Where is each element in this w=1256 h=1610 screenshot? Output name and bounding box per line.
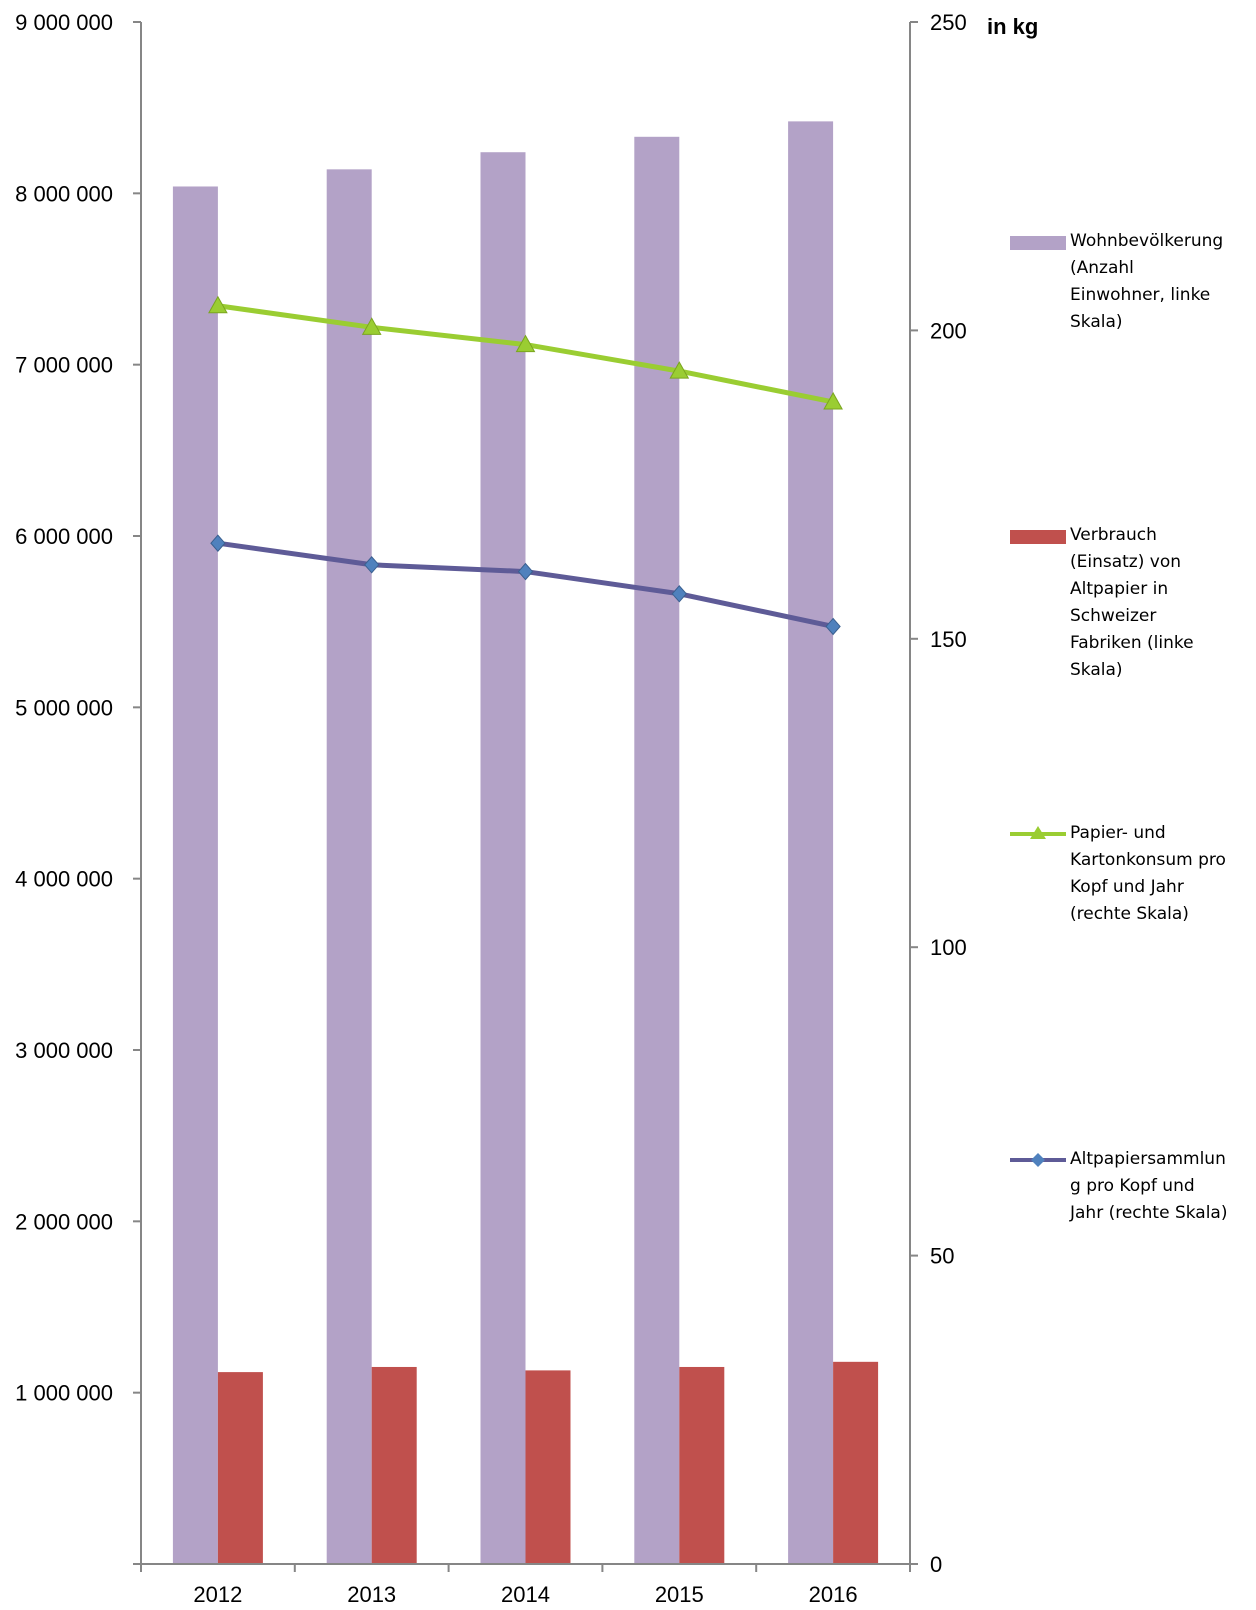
point-papierkonsum-2013 xyxy=(361,317,382,335)
bar-wohnbevoelkerung-2016 xyxy=(788,121,834,1565)
point-papierkonsum-2015 xyxy=(669,361,690,379)
right-tick-label: 0 xyxy=(930,1552,942,1577)
point-altpapiersammlung-2015 xyxy=(671,585,687,603)
right-tick-label: 100 xyxy=(930,935,967,960)
x-tick-label-2016: 2016 xyxy=(809,1582,858,1607)
point-papierkonsum-2014 xyxy=(515,334,536,353)
right-axis-title: in kg xyxy=(987,14,1038,39)
left-tick-label: 6 000 000 xyxy=(15,524,113,549)
lines-layer xyxy=(208,295,843,636)
legend-swatch-diamond-line xyxy=(1010,1148,1070,1177)
bar-wohnbevoelkerung-2012 xyxy=(172,186,218,1565)
x-tick-label-2012: 2012 xyxy=(193,1582,242,1607)
right-tick-label: 50 xyxy=(930,1244,954,1269)
legend-label: Verbrauch (Einsatz) von Altpapier in Sch… xyxy=(1070,525,1194,680)
point-papierkonsum-2012 xyxy=(208,295,228,314)
axes-layer: 1 000 000 2 000 000 3 000 000 4 000 000 5 00… xyxy=(15,10,967,1607)
x-tick-label-2015: 2015 xyxy=(655,1582,704,1607)
x-tick-label-2014: 2014 xyxy=(501,1582,550,1607)
bar-altpapier-verbrauch-2015 xyxy=(679,1366,725,1564)
bars-layer xyxy=(172,121,879,1565)
legend: Wohnbevölkerung (Anzahl Einwohner, linke… xyxy=(1010,0,1256,1610)
point-altpapiersammlung-2014 xyxy=(517,562,534,581)
left-tick-label: 9 000 000 xyxy=(15,10,113,35)
left-tick-label: 8 000 000 xyxy=(15,181,113,206)
right-tick-label: 150 xyxy=(930,627,967,652)
point-altpapiersammlung-2016 xyxy=(825,617,841,636)
left-tick-label: 3 000 000 xyxy=(15,1038,113,1063)
legend-label: Papier- und Kartonkonsum pro Kopf und Ja… xyxy=(1070,823,1226,924)
x-tick-label-2013: 2013 xyxy=(347,1582,396,1607)
legend-swatch xyxy=(1010,236,1066,250)
right-tick-label: 200 xyxy=(930,318,967,343)
left-tick-label: 4 000 000 xyxy=(15,867,113,892)
bar-altpapier-verbrauch-2016 xyxy=(833,1361,879,1564)
bar-altpapier-verbrauch-2013 xyxy=(371,1366,417,1564)
right-tick-label: 250 xyxy=(930,10,967,35)
bar-wohnbevoelkerung-2014 xyxy=(480,152,526,1564)
left-tick-label: 7 000 000 xyxy=(15,353,113,378)
bar-wohnbevoelkerung-2015 xyxy=(634,136,680,1564)
bar-altpapier-verbrauch-2012 xyxy=(217,1372,263,1564)
point-altpapiersammlung-2013 xyxy=(364,556,380,574)
legend-label: Altpapiersammlun g pro Kopf und Jahr (re… xyxy=(1070,1149,1228,1223)
legend-swatch xyxy=(1010,530,1066,544)
point-papierkonsum-2016 xyxy=(823,391,843,410)
point-altpapiersammlung-2012 xyxy=(210,534,226,552)
bar-wohnbevoelkerung-2013 xyxy=(326,169,372,1564)
left-tick-label: 1 000 000 xyxy=(15,1381,113,1406)
left-tick-label: 2 000 000 xyxy=(15,1209,113,1234)
bar-altpapier-verbrauch-2014 xyxy=(525,1370,571,1564)
legend-swatch-triangle-line xyxy=(1010,822,1070,851)
legend-label: Wohnbevölkerung (Anzahl Einwohner, linke… xyxy=(1070,231,1224,332)
left-tick-label: 5 000 000 xyxy=(15,695,113,720)
